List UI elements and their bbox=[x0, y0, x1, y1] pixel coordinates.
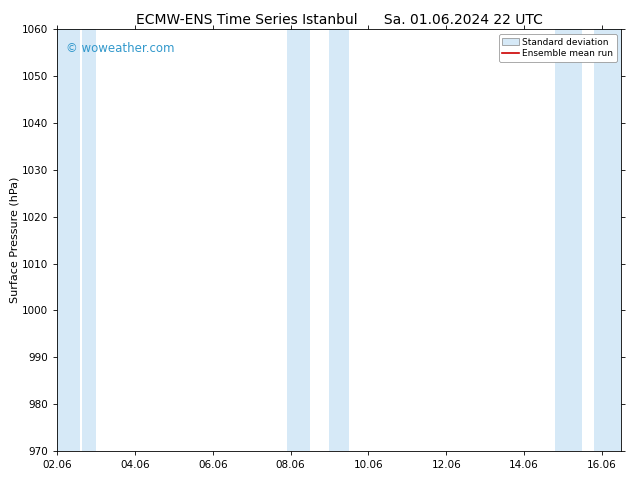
Y-axis label: Surface Pressure (hPa): Surface Pressure (hPa) bbox=[9, 177, 19, 303]
Text: © woweather.com: © woweather.com bbox=[65, 42, 174, 55]
Bar bbox=[330, 29, 349, 451]
Bar bbox=[555, 29, 583, 451]
Title: ECMW-ENS Time Series Istanbul      Sa. 01.06.2024 22 UTC: ECMW-ENS Time Series Istanbul Sa. 01.06.… bbox=[136, 13, 543, 27]
Bar bbox=[82, 29, 96, 451]
Bar bbox=[594, 29, 621, 451]
Legend: Standard deviation, Ensemble mean run: Standard deviation, Ensemble mean run bbox=[499, 34, 617, 62]
Bar bbox=[287, 29, 310, 451]
Bar bbox=[57, 29, 81, 451]
